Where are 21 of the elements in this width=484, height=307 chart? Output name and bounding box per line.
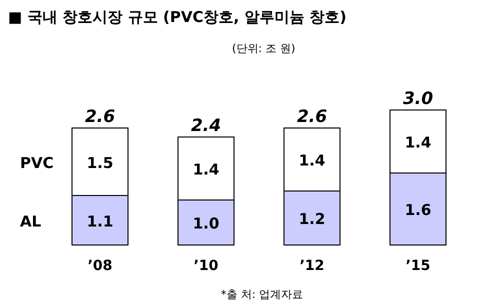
title: ■ 국내 창호시장 규모 (PVC창호, 알루미늄 창호): [8, 8, 347, 26]
data-label: 1.2: [298, 210, 326, 228]
category: ’15: [406, 258, 430, 274]
series-name: AL: [20, 212, 42, 230]
total: 2.6: [296, 107, 328, 127]
category: ’10: [194, 258, 218, 274]
total: 2.4: [190, 116, 222, 136]
series-name: PVC: [20, 154, 54, 172]
data-label: 1.0: [192, 214, 220, 232]
data-label: 1.6: [404, 201, 432, 219]
category: ’08: [88, 258, 112, 274]
data-label: 1.4: [298, 152, 326, 170]
data-label: 1.5: [86, 154, 114, 172]
annotation: *출 처: 업계자료: [220, 288, 304, 301]
data-label: 1.4: [192, 160, 220, 178]
data-label: 1.4: [404, 134, 432, 152]
total: 2.6: [84, 107, 116, 127]
total: 3.0: [402, 89, 434, 109]
subtitle: (단위: 조 원): [232, 42, 296, 55]
data-label: 1.1: [86, 212, 114, 230]
category: ’12: [300, 258, 324, 274]
